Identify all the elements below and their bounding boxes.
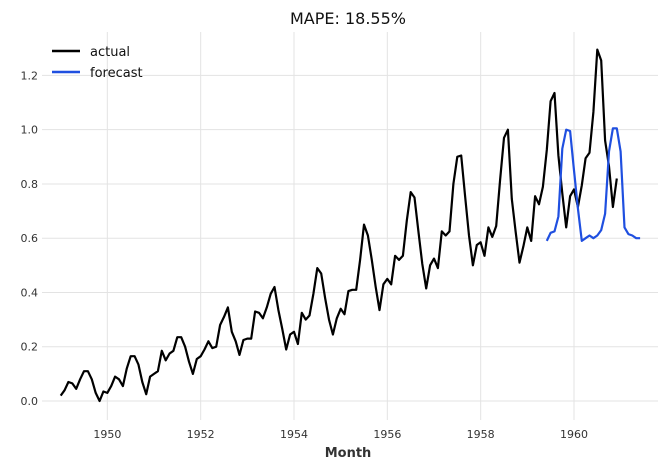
x-tick-label: 1960 [560,428,588,441]
y-tick-label: 0.4 [21,286,39,299]
x-axis-label: Month [325,446,372,461]
y-tick-label: 1.0 [21,124,39,137]
x-tick-label: 1950 [93,428,121,441]
y-tick-label: 0.0 [21,395,39,408]
chart-title: MAPE: 18.55% [290,9,406,28]
x-tick-label: 1956 [373,428,401,441]
axis-ticks: 0.0 0.2 0.4 0.6 0.8 1.0 1.2 1950 1952 1954 1956 195… [21,69,589,441]
legend-label-actual: actual [90,45,130,60]
y-tick-label: 1.2 [21,69,39,82]
x-tick-label: 1958 [467,428,495,441]
y-tick-label: 0.6 [21,232,39,245]
x-tick-label: 1954 [280,428,308,441]
series-line-actual [59,48,618,403]
series-line-forecast [545,127,641,242]
y-tick-label: 0.8 [21,178,39,191]
legend-label-forecast: forecast [90,66,143,81]
x-tick-label: 1952 [187,428,215,441]
series-lines [59,48,641,403]
legend: actual forecast [52,45,143,81]
y-tick-label: 0.2 [21,341,39,354]
grid [42,32,658,420]
